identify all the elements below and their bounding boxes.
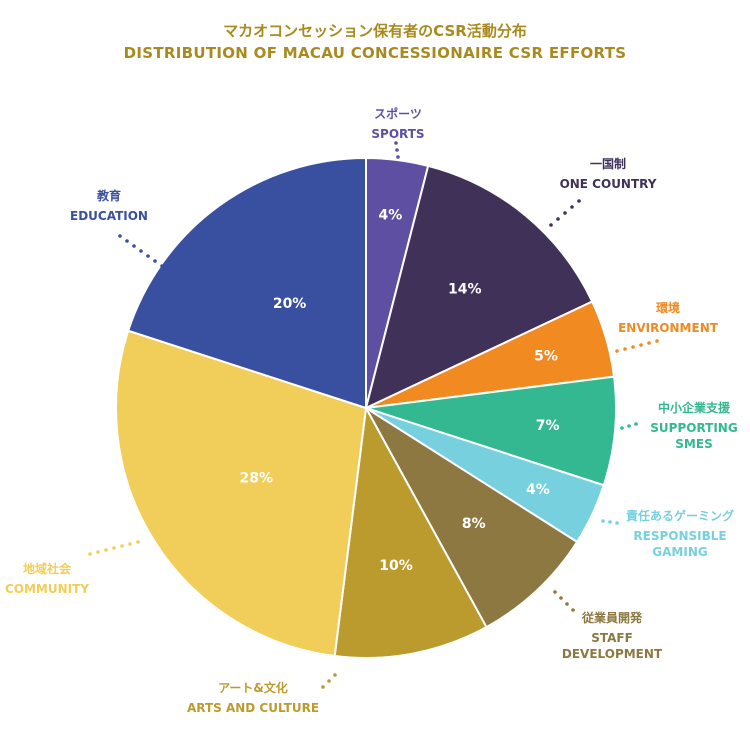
leader-dot: [549, 223, 553, 227]
slice-label-en-arts-and-culture: ARTS AND CULTURE: [187, 701, 319, 715]
slice-label-en-sports: SPORTS: [371, 127, 424, 141]
leader-dot: [88, 552, 92, 556]
slice-percent-one-country: 14%: [448, 282, 482, 298]
pie-slice-staff-development: [365, 407, 579, 629]
leader-dot: [571, 608, 575, 612]
leader-dot: [634, 422, 638, 426]
slice-label-en-community: COMMUNITY: [5, 582, 89, 596]
leader-dot: [333, 673, 337, 677]
slice-label-en-environment: ENVIRONMENT: [618, 321, 719, 335]
slice-label-jp-responsible-gaming: 責任あるゲーミング: [626, 508, 734, 523]
slice-percent-community: 28%: [239, 471, 273, 487]
slice-label-en-staff-development: DEVELOPMENT: [562, 647, 663, 661]
leader-dot: [615, 521, 619, 525]
chart-title-english: DISTRIBUTION OF MACAU CONCESSIONAIRE CSR…: [123, 44, 627, 62]
slice-label-jp-one-country: 一国制: [590, 156, 626, 171]
leader-dot: [104, 548, 108, 552]
pie-slice-arts-and-culture: [333, 404, 488, 659]
slice-percent-arts-and-culture: 10%: [379, 558, 413, 574]
pie-slice-education: [126, 156, 367, 410]
leader-dot: [160, 264, 164, 268]
leader-dot: [146, 254, 150, 258]
slice-label-jp-sports: スポーツ: [374, 106, 422, 121]
slice-label-jp-community: 地域社会: [23, 561, 72, 576]
slice-label-en-responsible-gaming: GAMING: [652, 545, 707, 559]
slice-percent-environment: 5%: [534, 349, 558, 365]
slice-label-en-education: EDUCATION: [70, 209, 148, 223]
pie-slice-supporting-smes: [365, 375, 617, 487]
leader-dot: [136, 540, 140, 544]
slice-percent-responsible-gaming: 4%: [526, 482, 550, 498]
leader-dot: [128, 542, 132, 546]
leader-dot: [120, 544, 124, 548]
leader-dot: [631, 345, 635, 349]
leader-dot: [321, 685, 325, 689]
slice-label-en-responsible-gaming: RESPONSIBLE: [633, 529, 726, 543]
leader-dot: [627, 424, 631, 428]
leader-dot: [394, 141, 398, 145]
leader-dot: [570, 205, 574, 209]
slice-label-en-staff-development: STAFF: [591, 631, 633, 645]
leader-dot: [153, 259, 157, 263]
slice-label-jp-environment: 環境: [656, 300, 680, 315]
slice-percent-supporting-smes: 7%: [536, 418, 560, 434]
leader-dot: [559, 596, 563, 600]
leader-dot: [327, 679, 331, 683]
slice-percent-sports: 4%: [379, 208, 403, 224]
leader-dot: [556, 217, 560, 221]
slice-label-jp-staff-development: 従業員開発: [581, 610, 643, 625]
leader-dot: [608, 520, 612, 524]
leader-dot: [125, 239, 129, 243]
leader-dot: [623, 347, 627, 351]
leader-dot: [96, 550, 100, 554]
slice-label-en-supporting-smes: SMES: [675, 437, 712, 451]
slice-percent-staff-development: 8%: [462, 516, 486, 532]
pie-slice-community: [115, 329, 368, 658]
leader-dot: [655, 339, 659, 343]
leader-dot: [553, 590, 557, 594]
slice-label-en-one-country: ONE COUNTRY: [560, 177, 657, 191]
pie-slice-one-country: [364, 164, 594, 410]
leader-dot: [620, 426, 624, 430]
leader-dot: [395, 148, 399, 152]
leader-dot: [139, 249, 143, 253]
slice-label-jp-education: 教育: [96, 188, 121, 203]
leader-dot: [639, 343, 643, 347]
leader-dot: [118, 234, 122, 238]
leader-dot: [577, 199, 581, 203]
slice-label-en-supporting-smes: SUPPORTING: [650, 421, 737, 435]
leader-dot: [396, 155, 400, 159]
chart-title-japanese: マカオコンセッション保有者のCSR活動分布: [223, 22, 527, 40]
leader-dot: [601, 519, 605, 523]
leader-dot: [563, 211, 567, 215]
leader-dot: [565, 602, 569, 606]
slice-percent-education: 20%: [273, 296, 307, 312]
leader-dot: [615, 349, 619, 353]
slice-label-jp-supporting-smes: 中小企業支援: [658, 400, 731, 415]
leader-dot: [112, 546, 116, 550]
leader-dot: [132, 244, 136, 248]
leader-dot: [647, 341, 651, 345]
slice-label-jp-arts-and-culture: アート&文化: [218, 680, 288, 695]
